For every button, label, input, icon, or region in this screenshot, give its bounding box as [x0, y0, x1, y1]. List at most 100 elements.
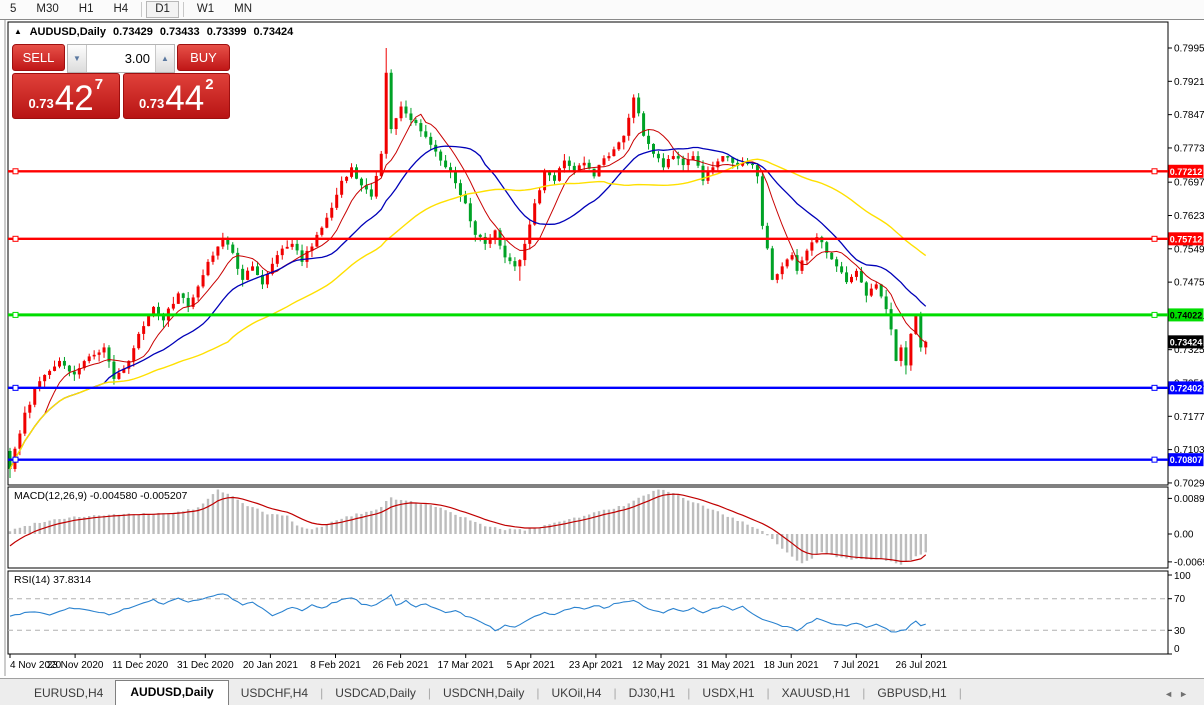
- tab-dj30-h1[interactable]: DJ30,H1: [628, 686, 676, 700]
- rsi-value: 37.8314: [53, 574, 92, 586]
- timeframe-m30[interactable]: M30: [36, 3, 59, 15]
- tab-audusd-daily[interactable]: AUDUSD,Daily: [115, 680, 229, 705]
- tab-divider: |: [613, 686, 617, 700]
- macd-signal-line: [9, 493, 927, 563]
- tab-usdchf-h4[interactable]: USDCHF,H4: [240, 686, 309, 700]
- volume-increase-button[interactable]: ▲: [155, 45, 174, 72]
- symbol-period-label: AUDUSD,Daily: [29, 26, 106, 38]
- tab-scroll-left-icon: ◄: [1164, 689, 1180, 699]
- timeframe-w1[interactable]: W1: [196, 3, 215, 15]
- svg-text:5 Apr 2021: 5 Apr 2021: [507, 660, 556, 671]
- timeframe-h4[interactable]: H4: [113, 3, 129, 15]
- svg-text:8 Feb 2021: 8 Feb 2021: [310, 660, 361, 671]
- tab-eurusd-h4[interactable]: EURUSD,H4: [34, 686, 104, 700]
- price-axis-badge: [1168, 232, 1204, 246]
- svg-text:18 Jun 2021: 18 Jun 2021: [764, 660, 819, 671]
- svg-text:0: 0: [1174, 644, 1180, 655]
- sell-price-tile[interactable]: 0.73 42 7: [12, 73, 120, 119]
- tab-xauusd-h1[interactable]: XAUUSD,H1: [781, 686, 851, 700]
- svg-text:31 Dec 2020: 31 Dec 2020: [177, 660, 234, 671]
- tab-ukoil-h4[interactable]: UKOil,H4: [551, 686, 602, 700]
- level-line-handle[interactable]: [1151, 168, 1158, 175]
- price-axis-badge: [1168, 164, 1204, 178]
- level-line-handle[interactable]: [12, 456, 19, 463]
- tab-usdcnh-daily[interactable]: USDCNH,Daily: [443, 686, 525, 700]
- macd-histogram: [8, 489, 927, 565]
- svg-text:100: 100: [1174, 571, 1191, 582]
- level-line-handle[interactable]: [1151, 456, 1158, 463]
- tab-divider: |: [958, 686, 962, 700]
- tab-scroll-right-icon: ►: [1179, 689, 1194, 699]
- buy-price-tile[interactable]: 0.73 44 2: [122, 73, 230, 119]
- svg-text:26 Feb 2021: 26 Feb 2021: [373, 660, 430, 671]
- chart-tab-bar: EURUSD,H4 AUDUSD,Daily USDCHF,H4 | USDCA…: [0, 678, 1204, 705]
- collapse-triangle-icon[interactable]: ▲: [14, 27, 22, 36]
- tab-divider: |: [766, 686, 770, 700]
- sell-price-sup: 7: [94, 76, 104, 93]
- svg-text:23 Apr 2021: 23 Apr 2021: [569, 660, 623, 671]
- volume-input[interactable]: [87, 45, 155, 72]
- svg-text:0.75712: 0.75712: [1170, 234, 1203, 244]
- tab-usdx-h1[interactable]: USDX,H1: [702, 686, 755, 700]
- svg-text:0.77212: 0.77212: [1170, 167, 1203, 177]
- level-line-handle[interactable]: [12, 235, 19, 242]
- rsi-label: RSI(14) 37.8314: [14, 574, 92, 586]
- level-line-handle[interactable]: [12, 311, 19, 318]
- quote-close: 0.73424: [253, 26, 294, 38]
- buy-button[interactable]: BUY: [177, 44, 230, 71]
- one-click-trade-panel: SELL ▼ ▲ BUY 0.73 42 7 0.73 44 2: [12, 44, 230, 119]
- timeframe-h1[interactable]: H1: [78, 3, 94, 15]
- volume-decrease-button[interactable]: ▼: [68, 45, 87, 72]
- ma-fast: [9, 113, 927, 470]
- tab-gbpusd-h1[interactable]: GBPUSD,H1: [877, 686, 947, 700]
- timeframe-d1[interactable]: D1: [146, 1, 179, 18]
- volume-spinner: ▼ ▲: [67, 44, 175, 73]
- sell-price-big: 42: [54, 79, 94, 118]
- price-axis-badge: [1168, 381, 1204, 395]
- macd-values: -0.004580 -0.005207: [89, 490, 188, 502]
- chart-pane: [7, 570, 1169, 655]
- svg-text:11 Dec 2020: 11 Dec 2020: [112, 660, 168, 671]
- svg-text:7 Jul 2021: 7 Jul 2021: [833, 660, 880, 671]
- toolbar-separator: [182, 2, 184, 17]
- level-line-handle[interactable]: [12, 168, 19, 175]
- svg-text:17 Mar 2021: 17 Mar 2021: [438, 660, 495, 671]
- level-line-handle[interactable]: [12, 384, 19, 391]
- ma-slow: [9, 158, 927, 470]
- sell-button[interactable]: SELL: [12, 44, 65, 71]
- price-axis-badge: [1168, 335, 1204, 349]
- chart-title-row: ▲ AUDUSD,Daily 0.73429 0.73433 0.73399 0…: [14, 26, 293, 38]
- svg-text:0.73424: 0.73424: [1170, 337, 1203, 347]
- svg-text:31 May 2021: 31 May 2021: [697, 660, 755, 671]
- tab-divider: |: [427, 686, 431, 700]
- level-line-handle[interactable]: [1151, 311, 1158, 318]
- quote-low: 0.73399: [206, 26, 247, 38]
- ma-mid: [9, 145, 927, 470]
- level-line-handle[interactable]: [1151, 384, 1158, 391]
- quote-open: 0.73429: [113, 26, 153, 38]
- tab-divider: |: [862, 686, 866, 700]
- candles-layer: [8, 48, 928, 478]
- toolbar-separator: [141, 2, 143, 17]
- price-axis-badge: [1168, 453, 1204, 467]
- tab-usdcad-daily[interactable]: USDCAD,Daily: [335, 686, 416, 700]
- tab-divider: |: [320, 686, 324, 700]
- timeframe-mn[interactable]: MN: [234, 3, 253, 15]
- level-line-handle[interactable]: [1151, 235, 1158, 242]
- timeframe-m5[interactable]: 5: [10, 3, 17, 15]
- svg-text:4 Nov 2020: 4 Nov 2020: [10, 660, 62, 671]
- tab-scroll-arrows[interactable]: ◄►: [1164, 689, 1194, 705]
- buy-price-big: 44: [165, 79, 205, 118]
